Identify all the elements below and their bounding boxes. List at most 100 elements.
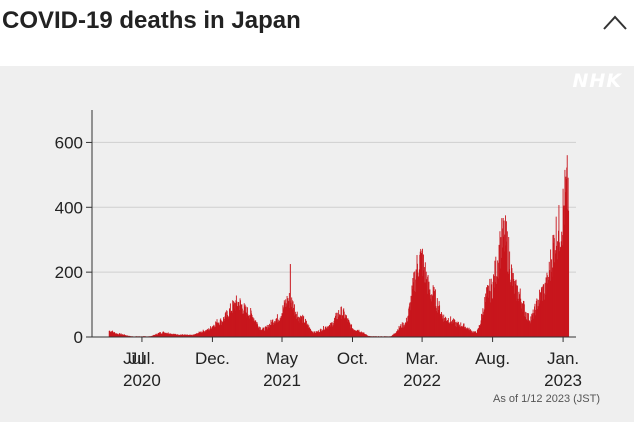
bar bbox=[245, 306, 247, 337]
bar bbox=[117, 334, 119, 337]
bar bbox=[473, 331, 475, 337]
bar bbox=[546, 294, 547, 337]
bar bbox=[446, 321, 448, 337]
bar bbox=[335, 312, 337, 337]
bar bbox=[298, 316, 300, 337]
bar bbox=[391, 335, 393, 337]
bar bbox=[213, 325, 215, 337]
bar bbox=[330, 322, 332, 337]
bar bbox=[472, 331, 474, 337]
bar bbox=[117, 333, 119, 337]
bar bbox=[196, 333, 198, 337]
bar bbox=[501, 247, 503, 337]
bar bbox=[513, 293, 515, 337]
bar bbox=[200, 332, 202, 337]
bar bbox=[460, 322, 462, 337]
bar bbox=[527, 313, 529, 337]
bar bbox=[562, 188, 564, 337]
bar bbox=[313, 333, 315, 337]
bar bbox=[567, 209, 569, 337]
bar bbox=[479, 325, 481, 337]
bar bbox=[173, 334, 175, 337]
bar bbox=[284, 302, 286, 337]
bar bbox=[364, 333, 365, 337]
bar bbox=[365, 334, 367, 337]
bar bbox=[522, 311, 523, 337]
bar bbox=[183, 334, 185, 337]
bar bbox=[544, 293, 546, 337]
bar bbox=[216, 319, 218, 337]
bar bbox=[221, 322, 223, 337]
bar bbox=[254, 322, 256, 337]
bar bbox=[252, 317, 254, 337]
bar bbox=[300, 316, 302, 337]
bar bbox=[361, 332, 363, 337]
bar bbox=[112, 331, 114, 337]
chart-panel bbox=[0, 66, 634, 422]
bar bbox=[473, 332, 475, 337]
bar bbox=[563, 207, 564, 337]
bar bbox=[189, 334, 191, 337]
bar bbox=[188, 334, 190, 337]
bar bbox=[341, 315, 343, 337]
bar bbox=[395, 332, 397, 337]
bar bbox=[429, 298, 431, 337]
bar bbox=[505, 245, 507, 337]
bar bbox=[162, 332, 164, 337]
bar bbox=[281, 318, 282, 337]
bar bbox=[283, 307, 285, 337]
bar bbox=[557, 251, 559, 337]
bar bbox=[316, 331, 318, 337]
bar bbox=[477, 329, 479, 337]
bar bbox=[301, 316, 303, 337]
bar bbox=[449, 322, 451, 337]
bar bbox=[440, 312, 442, 337]
bar bbox=[525, 312, 527, 337]
bar bbox=[401, 322, 403, 337]
bar bbox=[347, 318, 349, 337]
bar bbox=[552, 242, 554, 337]
bar bbox=[367, 335, 369, 337]
bar bbox=[404, 327, 406, 337]
bar bbox=[120, 334, 122, 337]
bar bbox=[192, 335, 194, 337]
bar bbox=[166, 333, 168, 337]
bar bbox=[179, 334, 181, 337]
bar bbox=[444, 318, 446, 337]
bar bbox=[302, 316, 304, 337]
bar bbox=[170, 334, 172, 337]
bar bbox=[195, 334, 197, 337]
bar bbox=[517, 298, 519, 337]
bar bbox=[261, 329, 263, 337]
bar bbox=[528, 320, 530, 337]
bar bbox=[452, 319, 453, 337]
bar bbox=[121, 334, 123, 337]
bar bbox=[456, 327, 458, 337]
bar bbox=[396, 331, 398, 337]
bar bbox=[223, 317, 224, 337]
bar bbox=[352, 328, 354, 337]
bar-spike bbox=[289, 264, 291, 337]
bar bbox=[323, 330, 325, 337]
bar bbox=[189, 335, 191, 337]
bar bbox=[353, 330, 355, 337]
chevron-up-icon[interactable] bbox=[602, 12, 628, 32]
bar bbox=[392, 334, 394, 337]
bar bbox=[554, 262, 556, 337]
bar bbox=[340, 314, 341, 337]
bar bbox=[313, 331, 315, 337]
bar bbox=[186, 335, 188, 337]
bar bbox=[511, 268, 513, 337]
bar bbox=[323, 325, 324, 337]
bar bbox=[321, 331, 323, 337]
bar bbox=[450, 321, 452, 337]
bar bbox=[235, 295, 237, 337]
bar bbox=[528, 321, 530, 337]
bar bbox=[425, 271, 427, 337]
bar bbox=[557, 241, 558, 337]
bar bbox=[494, 282, 496, 337]
bar bbox=[516, 300, 517, 337]
bar bbox=[154, 335, 156, 337]
bar bbox=[318, 332, 320, 337]
bar bbox=[434, 289, 436, 337]
